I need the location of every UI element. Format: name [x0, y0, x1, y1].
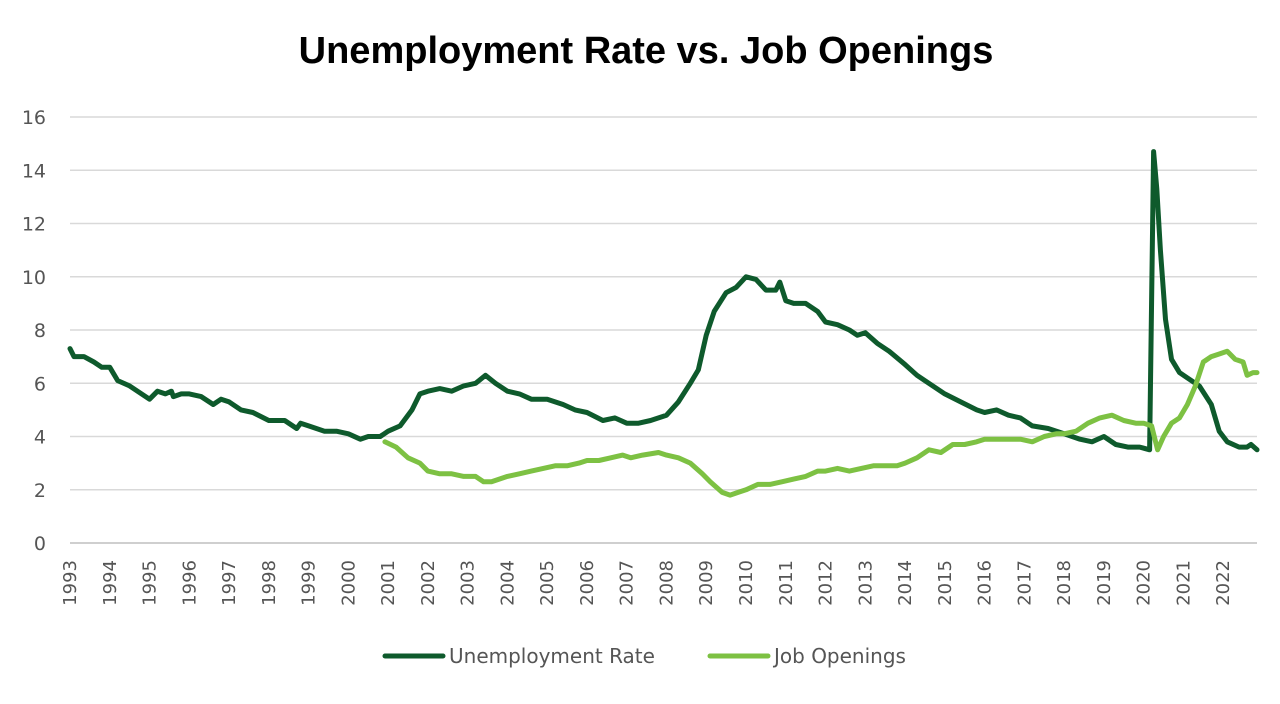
x-tick-label-2004: 2004	[497, 560, 518, 606]
x-tick-label-2006: 2006	[577, 560, 598, 606]
x-tick-label-1999: 1999	[299, 560, 320, 606]
x-tick-label-2008: 2008	[656, 560, 677, 606]
y-tick-label-2: 2	[34, 480, 46, 502]
x-tick-label-2021: 2021	[1173, 560, 1194, 606]
x-tick-label-2017: 2017	[1014, 560, 1035, 606]
x-tick-label-1994: 1994	[100, 560, 121, 606]
y-tick-label-4: 4	[34, 427, 46, 449]
x-tick-label-1998: 1998	[259, 560, 280, 606]
y-tick-label-0: 0	[34, 533, 46, 555]
x-tick-label-2003: 2003	[458, 560, 479, 606]
y-tick-label-14: 14	[22, 160, 46, 182]
series-line-unemployment-rate	[67, 149, 1260, 453]
x-tick-label-2007: 2007	[617, 560, 638, 606]
series-lines	[67, 149, 1260, 498]
axes: 0 2 4 6 8 10 12 14 16 1993 1994 1995 1996 1997 1998 199…	[22, 107, 1257, 606]
x-tick-label-1997: 1997	[219, 560, 240, 606]
x-tick-label-2000: 2000	[338, 560, 359, 606]
x-tick-label-1993: 1993	[60, 560, 81, 606]
x-tick-label-2014: 2014	[895, 560, 916, 606]
x-tick-label-2022: 2022	[1213, 560, 1234, 606]
x-tick-label-2013: 2013	[855, 560, 876, 606]
x-tick-label-2012: 2012	[816, 560, 837, 606]
x-tick-label-2005: 2005	[537, 560, 558, 606]
y-tick-label-10: 10	[22, 267, 46, 289]
x-tick-label-2010: 2010	[736, 560, 757, 606]
legend: Unemployment Rate Job Openings	[382, 644, 906, 668]
y-tick-label-6: 6	[34, 373, 46, 395]
series-line-job-openings	[382, 348, 1260, 498]
legend-label-job-openings: Job Openings	[772, 644, 906, 668]
y-tick-label-12: 12	[22, 214, 46, 236]
x-tick-label-2016: 2016	[975, 560, 996, 606]
x-tick-label-2011: 2011	[776, 560, 797, 606]
y-tick-label-16: 16	[22, 107, 46, 129]
x-tick-label-2002: 2002	[418, 560, 439, 606]
y-tick-label-8: 8	[34, 320, 46, 342]
grid-lines	[70, 116, 1257, 491]
chart-title: Unemployment Rate vs. Job Openings	[298, 30, 994, 72]
x-tick-label-2020: 2020	[1134, 560, 1155, 606]
x-tick-label-2019: 2019	[1094, 560, 1115, 606]
x-tick-label-2018: 2018	[1054, 560, 1075, 606]
x-tick-label-2009: 2009	[696, 560, 717, 606]
x-tick-label-1995: 1995	[140, 560, 161, 606]
legend-label-unemployment-rate: Unemployment Rate	[449, 644, 655, 668]
x-tick-label-2015: 2015	[935, 560, 956, 606]
x-tick-label-2001: 2001	[378, 560, 399, 606]
x-tick-label-1996: 1996	[179, 560, 200, 606]
